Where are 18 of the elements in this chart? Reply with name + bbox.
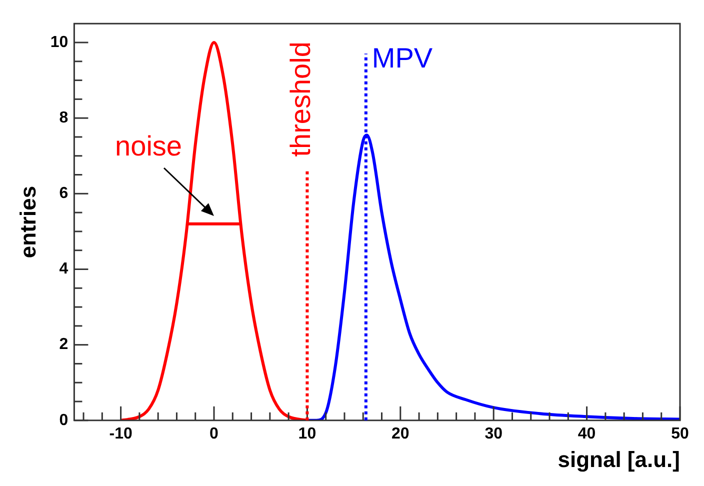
y-tick-label: 10 bbox=[50, 34, 68, 51]
x-tick-label: -10 bbox=[109, 425, 132, 442]
y-tick-label: 6 bbox=[59, 185, 68, 202]
x-tick-label: 40 bbox=[578, 425, 596, 442]
y-tick-label: 2 bbox=[59, 336, 68, 354]
ref-line-label: MPV bbox=[372, 42, 433, 74]
x-axis-title: signal [a.u.] bbox=[558, 446, 680, 472]
y-tick-label: 0 bbox=[59, 412, 68, 429]
x-tick-label: 30 bbox=[484, 425, 503, 442]
annotation: noise bbox=[115, 130, 182, 162]
y-tick-label: 4 bbox=[59, 260, 68, 278]
x-tick-label: 10 bbox=[298, 425, 316, 442]
ref-line-label: threshold bbox=[284, 42, 316, 157]
y-tick-label: 8 bbox=[59, 109, 68, 126]
x-tick-label: 20 bbox=[392, 425, 410, 442]
x-tick-label: 50 bbox=[671, 425, 689, 442]
x-tick-label: 0 bbox=[210, 425, 219, 442]
y-axis-title: entries bbox=[15, 186, 40, 258]
